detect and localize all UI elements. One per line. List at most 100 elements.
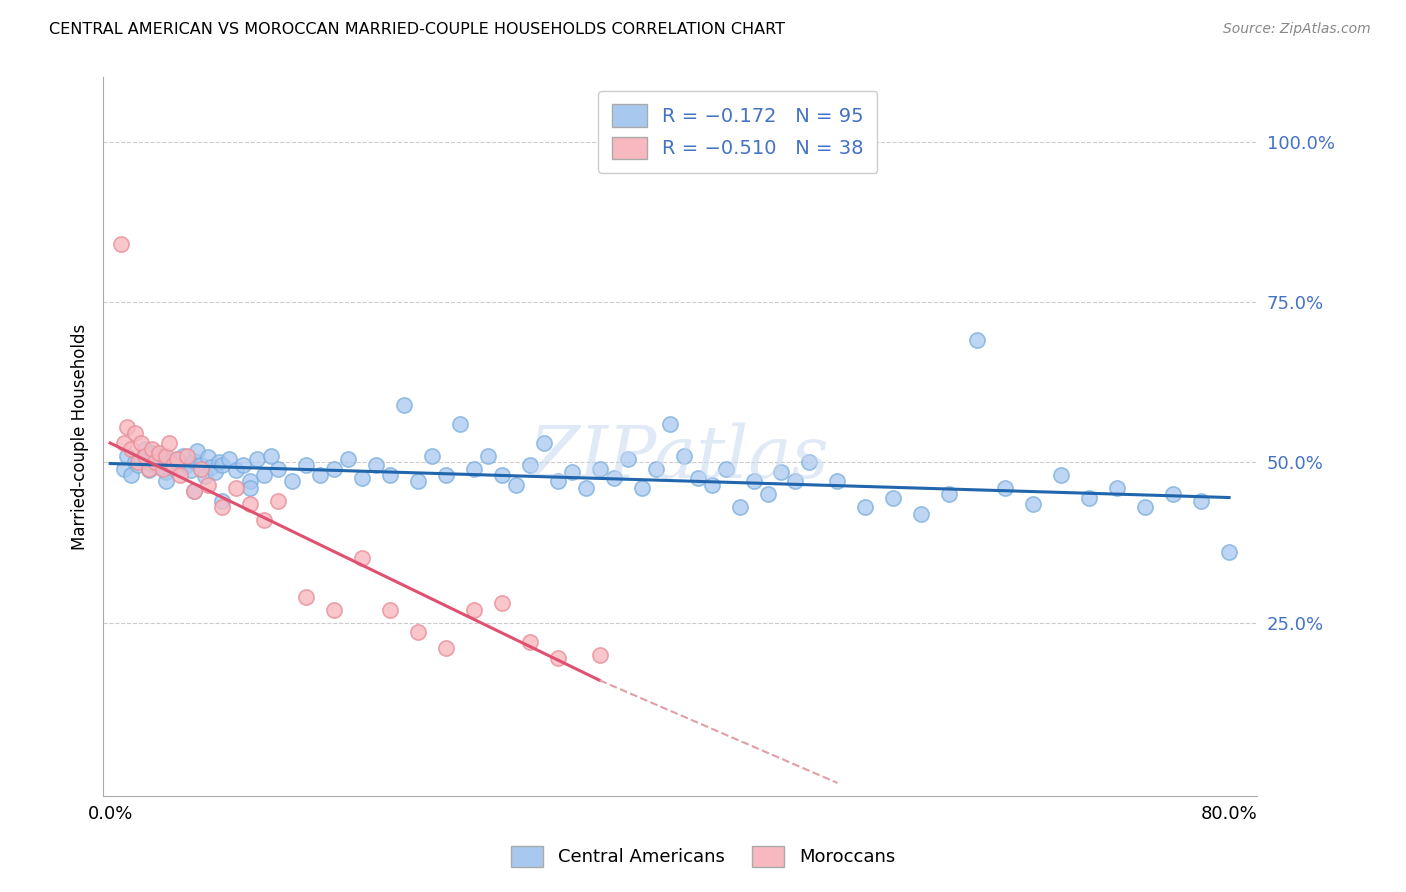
Point: [166, 452, 188, 467]
Point: [420, 449, 443, 463]
Point: [141, 442, 163, 457]
Point: [267, 461, 290, 475]
Point: [1078, 491, 1101, 505]
Point: [966, 334, 988, 348]
Point: [575, 481, 598, 495]
Point: [183, 484, 205, 499]
Point: [561, 465, 583, 479]
Point: [246, 452, 269, 467]
Point: [336, 452, 359, 467]
Point: [186, 443, 208, 458]
Point: [519, 458, 541, 473]
Point: [434, 641, 457, 656]
Point: [267, 493, 290, 508]
Point: [208, 455, 231, 469]
Point: [172, 449, 194, 463]
Point: [157, 455, 180, 469]
Point: [134, 449, 156, 463]
Point: [143, 455, 166, 469]
Point: [166, 452, 188, 467]
Point: [110, 237, 132, 252]
Point: [141, 457, 163, 471]
Point: [194, 469, 217, 483]
Point: [322, 603, 344, 617]
Point: [138, 463, 160, 477]
Point: [225, 463, 247, 477]
Point: [148, 445, 170, 459]
Point: [239, 497, 262, 511]
Point: [1107, 481, 1129, 495]
Point: [239, 481, 262, 495]
Text: Source: ZipAtlas.com: Source: ZipAtlas.com: [1223, 22, 1371, 37]
Point: [124, 426, 146, 441]
Point: [190, 458, 212, 473]
Point: [211, 500, 233, 515]
Text: ZIPatlas: ZIPatlas: [530, 423, 830, 493]
Point: [547, 651, 569, 665]
Point: [589, 461, 612, 475]
Point: [239, 475, 262, 489]
Point: [378, 468, 401, 483]
Point: [714, 461, 737, 475]
Point: [827, 475, 849, 489]
Point: [350, 551, 373, 566]
Point: [127, 455, 149, 469]
Point: [589, 648, 612, 662]
Point: [309, 468, 332, 483]
Point: [145, 454, 167, 468]
Point: [124, 455, 146, 469]
Point: [644, 461, 666, 475]
Point: [295, 590, 318, 604]
Point: [120, 442, 142, 457]
Point: [406, 475, 429, 489]
Point: [658, 417, 681, 431]
Point: [770, 465, 793, 479]
Point: [253, 513, 276, 527]
Point: [176, 458, 198, 473]
Point: [1218, 545, 1240, 559]
Point: [157, 436, 180, 450]
Point: [686, 471, 709, 485]
Point: [162, 458, 184, 473]
Point: [799, 455, 821, 469]
Point: [519, 635, 541, 649]
Point: [138, 461, 160, 475]
Point: [115, 420, 138, 434]
Point: [491, 468, 513, 483]
Point: [882, 491, 904, 505]
Text: CENTRAL AMERICAN VS MOROCCAN MARRIED-COUPLE HOUSEHOLDS CORRELATION CHART: CENTRAL AMERICAN VS MOROCCAN MARRIED-COU…: [49, 22, 785, 37]
Point: [225, 481, 247, 495]
Point: [378, 603, 401, 617]
Point: [547, 475, 569, 489]
Point: [616, 452, 638, 467]
Point: [785, 475, 807, 489]
Point: [176, 449, 198, 463]
Point: [463, 461, 485, 475]
Point: [406, 625, 429, 640]
Point: [115, 449, 138, 463]
Point: [728, 500, 751, 515]
Point: [148, 460, 170, 475]
Point: [756, 487, 779, 501]
Point: [183, 454, 205, 468]
Point: [364, 458, 387, 473]
Point: [152, 449, 174, 463]
Point: [1161, 487, 1184, 501]
Point: [1022, 497, 1045, 511]
Point: [630, 481, 652, 495]
Point: [200, 460, 222, 475]
Y-axis label: Married-couple Households: Married-couple Households: [72, 324, 89, 549]
Point: [129, 452, 152, 467]
Point: [260, 449, 283, 463]
Point: [169, 468, 191, 483]
Point: [463, 603, 485, 617]
Point: [197, 477, 219, 491]
Point: [183, 484, 205, 499]
Point: [141, 445, 163, 459]
Point: [700, 477, 723, 491]
Point: [134, 442, 156, 457]
Point: [211, 493, 233, 508]
Point: [197, 450, 219, 464]
Point: [672, 449, 695, 463]
Point: [742, 475, 765, 489]
